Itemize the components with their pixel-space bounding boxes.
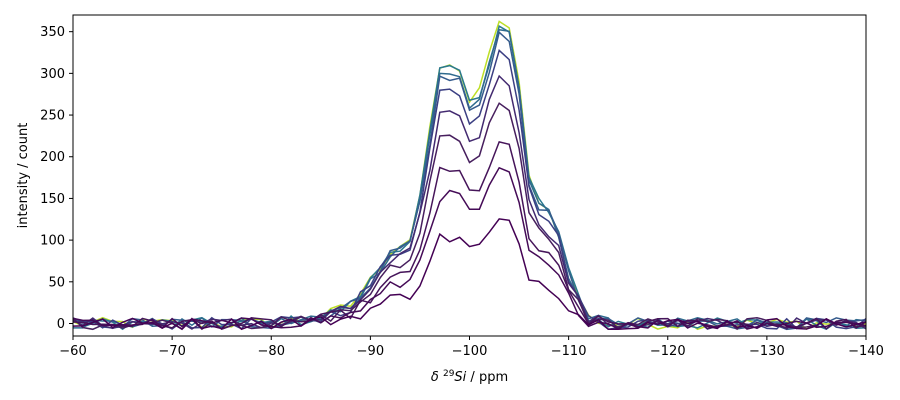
y-tick-label: 50 xyxy=(48,275,65,290)
spectrum-series-line xyxy=(72,102,867,331)
x-ticks: −60 −70 −80 −90 −100 −110 −120 −130 −140 xyxy=(59,336,884,359)
x-axis-label: δ 29Si / ppm xyxy=(431,369,508,385)
y-ticks: 0 50 100 150 200 250 300 350 xyxy=(40,25,73,332)
x-tick-label: −70 xyxy=(158,344,185,359)
y-tick-label: 100 xyxy=(40,234,65,249)
y-tick-label: 200 xyxy=(40,150,65,165)
x-tick-label: −110 xyxy=(551,344,587,359)
y-tick-label: 150 xyxy=(40,192,65,207)
spectrum-series-line xyxy=(72,25,867,331)
spectrum-series-line xyxy=(73,28,867,330)
series-layer xyxy=(72,20,867,331)
x-tick-label: −140 xyxy=(848,344,884,359)
x-axis-label-symbol: Si xyxy=(454,370,466,385)
x-axis-label-unit: / ppm xyxy=(466,370,508,385)
x-tick-label: −100 xyxy=(452,344,488,359)
y-axis-label: intensity / count xyxy=(16,123,31,229)
x-tick-label: −120 xyxy=(650,344,686,359)
spectrum-series-line xyxy=(72,20,867,331)
x-tick-label: −90 xyxy=(357,344,384,359)
plot-frame xyxy=(72,14,867,337)
spectrum-series-line xyxy=(72,218,867,331)
spectrum-series-line xyxy=(72,74,867,330)
spectrum-series-line xyxy=(72,30,867,331)
x-axis-label-prefix: δ xyxy=(431,370,443,385)
x-tick-label: −130 xyxy=(749,344,785,359)
y-tick-label: 350 xyxy=(40,25,65,40)
spectrum-series-line xyxy=(72,166,867,330)
y-tick-label: 0 xyxy=(57,317,65,332)
x-axis-label-superscript: 29 xyxy=(443,369,455,379)
spectrum-series-line xyxy=(72,141,867,331)
y-tick-label: 250 xyxy=(40,109,65,124)
x-tick-label: −80 xyxy=(258,344,285,359)
y-tick-label: 300 xyxy=(40,67,65,82)
x-tick-label: −60 xyxy=(59,344,86,359)
